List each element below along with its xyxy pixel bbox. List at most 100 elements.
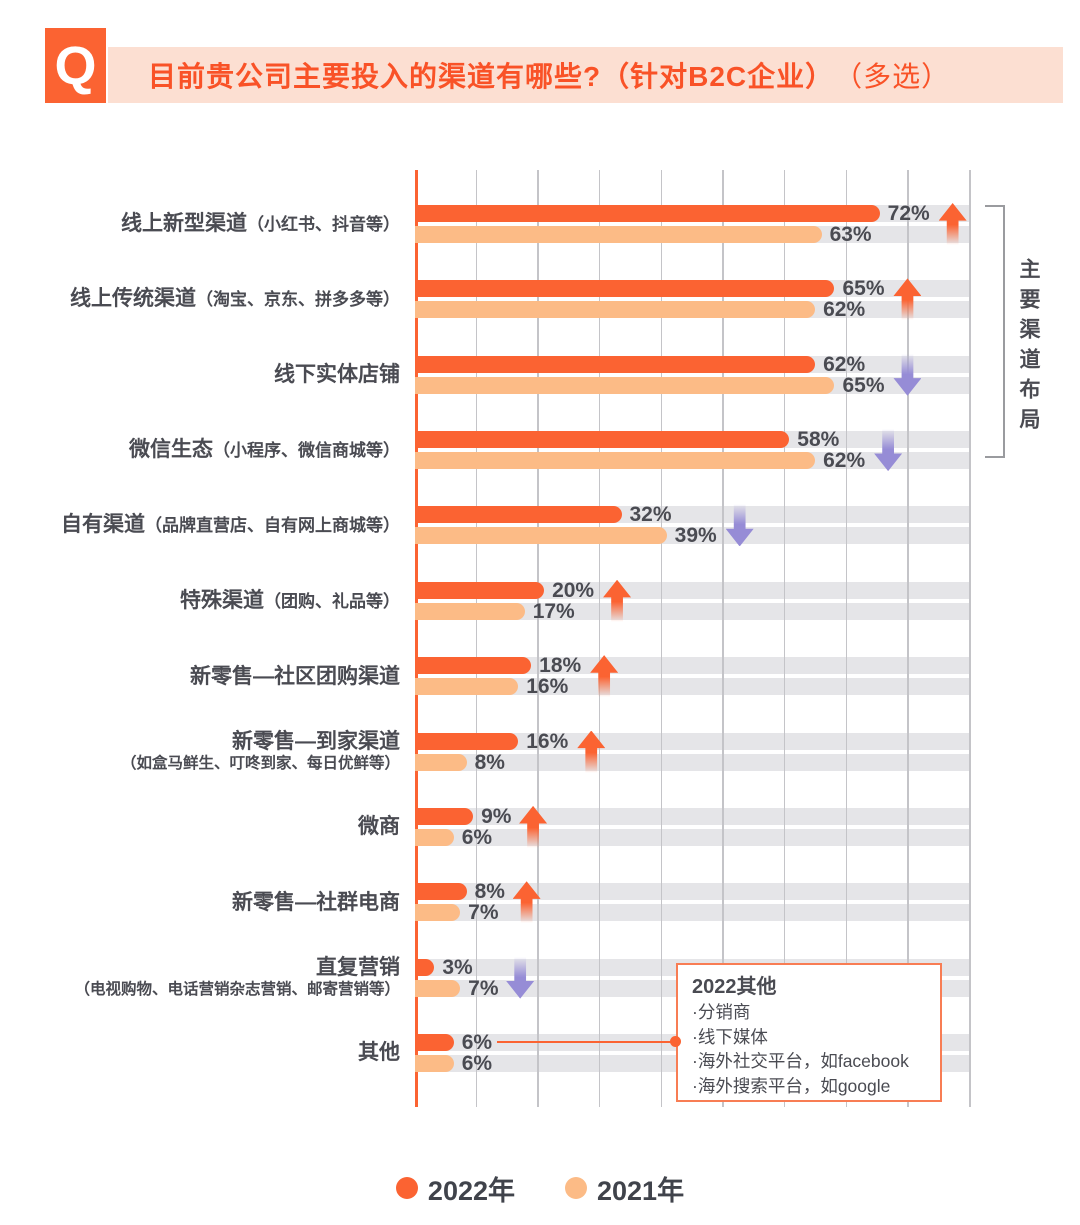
bar-2022年 xyxy=(415,1033,454,1051)
bar-2022年 xyxy=(415,431,790,449)
category-label-main: 新零售—社区团购渠道 xyxy=(190,664,400,688)
category-label-main: 线上新型渠道 xyxy=(121,212,247,235)
value-label: 16% xyxy=(526,675,569,699)
bar-2021年 xyxy=(415,1054,454,1072)
bar-group: 3% 7% 直复营销 （电视购物、电话营销杂志营销、邮寄营销等） xyxy=(74,955,970,999)
bar-group: 16% 8% 新零售—到家渠道 （如盒马鲜生、叮咚到家、每日优鲜等） xyxy=(121,729,970,773)
gridline xyxy=(598,170,601,1107)
background-band xyxy=(415,807,970,825)
value-label: 16% xyxy=(526,729,569,753)
category-label: 线上传统渠道（淘宝、京东、拼多多等） xyxy=(30,280,400,318)
gridline xyxy=(475,170,478,1107)
background-band xyxy=(415,678,970,696)
value-label: 65% xyxy=(842,277,885,301)
value-label: 62% xyxy=(823,352,866,376)
background-band xyxy=(415,657,970,675)
gridline xyxy=(537,170,539,1107)
bar-2021年 xyxy=(415,527,667,545)
category-label-main: 线下实体店铺 xyxy=(274,363,400,387)
background-band xyxy=(415,581,970,599)
bar-row: 9% xyxy=(415,804,970,828)
bar-2021年 xyxy=(415,753,467,771)
bar-row: 62% xyxy=(415,352,970,376)
background-band xyxy=(415,602,970,620)
category-label: 特殊渠道（团购、礼品等） xyxy=(30,582,400,620)
bar-row: 3% xyxy=(415,955,970,979)
category-label-main: 自有渠道 xyxy=(61,513,145,537)
category-label-paren: （淘宝、京东、拼多多等） xyxy=(196,290,400,310)
bar-row: 16% xyxy=(415,675,970,699)
bar-2022年 xyxy=(415,355,816,373)
background-band xyxy=(415,732,970,750)
gridline xyxy=(660,170,663,1107)
category-label: 新零售—社群电商 xyxy=(30,883,400,921)
category-label: 自有渠道（品牌直营店、自有网上商城等） xyxy=(30,506,400,544)
bar-chart: 72% 63% 线上新型渠道（小红书、抖音等） 65% 62% 线上传统渠道（淘宝、京东、… xyxy=(61,170,1040,1107)
value-label: 7% xyxy=(468,901,499,925)
bar-2021年 xyxy=(415,678,519,696)
annotation-item: ·线下媒体 xyxy=(692,1026,768,1047)
category-label: 新零售—社区团购渠道 xyxy=(30,657,400,695)
annotation-connector-line xyxy=(497,1041,673,1043)
bar-row: 65% xyxy=(415,373,970,397)
bar-group: 9% 6% 微商 xyxy=(358,804,970,848)
value-label: 9% xyxy=(481,804,512,828)
annotation-item: ·海外搜索平台，如google xyxy=(692,1075,891,1096)
gridlines-layer xyxy=(415,170,971,1107)
question-badge: Q xyxy=(45,28,106,103)
annotation-connector-dot xyxy=(670,1036,681,1047)
bar-row: 6% xyxy=(415,827,970,848)
legend-label-2022: 2022年 xyxy=(427,1175,515,1206)
bar-2021年 xyxy=(415,602,525,620)
value-label: 63% xyxy=(829,223,872,246)
bar-row: 18% xyxy=(415,655,970,676)
annotation-items: ·分销商 ·线下媒体 ·海外社交平台，如facebook ·海外搜索平台，如googl… xyxy=(692,1000,926,1098)
gridline xyxy=(845,170,848,1107)
value-label: 72% xyxy=(887,202,930,225)
bar-row: 63% xyxy=(415,223,970,246)
bar-group: 20% 17% 特殊渠道（团购、礼品等） xyxy=(180,578,970,622)
gridline xyxy=(969,170,971,1107)
bar-row: 62% xyxy=(415,450,970,471)
bar-group: 8% 7% 新零售—社群电商 xyxy=(232,881,970,925)
category-label-paren: （小红书、抖音等） xyxy=(247,215,400,234)
bar-group: 65% 62% 线上传统渠道（淘宝、京东、拼多多等） xyxy=(70,277,970,322)
value-label: 20% xyxy=(552,578,595,602)
bar-row: 72% xyxy=(415,202,970,225)
value-label: 62% xyxy=(823,298,866,322)
category-label-sub: （电视购物、电话营销杂志营销、邮寄营销等） xyxy=(74,981,400,999)
question-title-suffix: （多选） xyxy=(834,61,951,92)
category-label-paren: （小程序、微信商城等） xyxy=(213,441,400,461)
annotation-item: ·海外社交平台，如facebook xyxy=(692,1051,909,1071)
bar-row: 16% xyxy=(415,729,970,753)
background-band xyxy=(415,883,970,901)
category-label-main: 直复营销 xyxy=(316,956,400,980)
bar-row: 20% xyxy=(415,578,970,602)
annotation-item: ·分销商 xyxy=(692,1002,751,1022)
background-band xyxy=(415,753,970,771)
bar-2021年 xyxy=(415,301,816,319)
bar-group: 62% 65% 线下实体店铺 xyxy=(274,352,970,397)
value-label: 3% xyxy=(442,955,473,979)
bar-row: 39% xyxy=(415,524,970,548)
category-label-sub: （如盒马鲜生、叮咚到家、每日优鲜等） xyxy=(120,755,400,773)
bar-row: 8% xyxy=(415,752,970,773)
bar-2022年 xyxy=(415,205,880,222)
category-label: 微商 xyxy=(30,808,400,846)
bar-2022年 xyxy=(415,506,622,524)
category-label-paren: （品牌直营店、自有网上商城等） xyxy=(145,516,400,536)
bar-row: 32% xyxy=(415,504,970,525)
value-label: 65% xyxy=(842,373,885,397)
background-band xyxy=(415,828,970,846)
value-label: 6% xyxy=(461,1051,493,1075)
category-label: 线下实体店铺 xyxy=(30,356,400,394)
value-label: 6% xyxy=(461,1030,493,1054)
bar-row: 7% xyxy=(415,978,970,999)
bar-row: 6% xyxy=(415,1051,970,1075)
bar-row: 58% xyxy=(415,429,970,450)
value-label: 39% xyxy=(674,524,717,548)
category-label-main: 其他 xyxy=(358,1041,400,1065)
annotation-box: 2022其他 ·分销商 ·线下媒体 ·海外社交平台，如facebook ·海外搜索平台… xyxy=(676,963,942,1102)
category-label: 线上新型渠道（小红书、抖音等） xyxy=(30,205,400,243)
category-label-main: 线上传统渠道 xyxy=(70,287,196,311)
